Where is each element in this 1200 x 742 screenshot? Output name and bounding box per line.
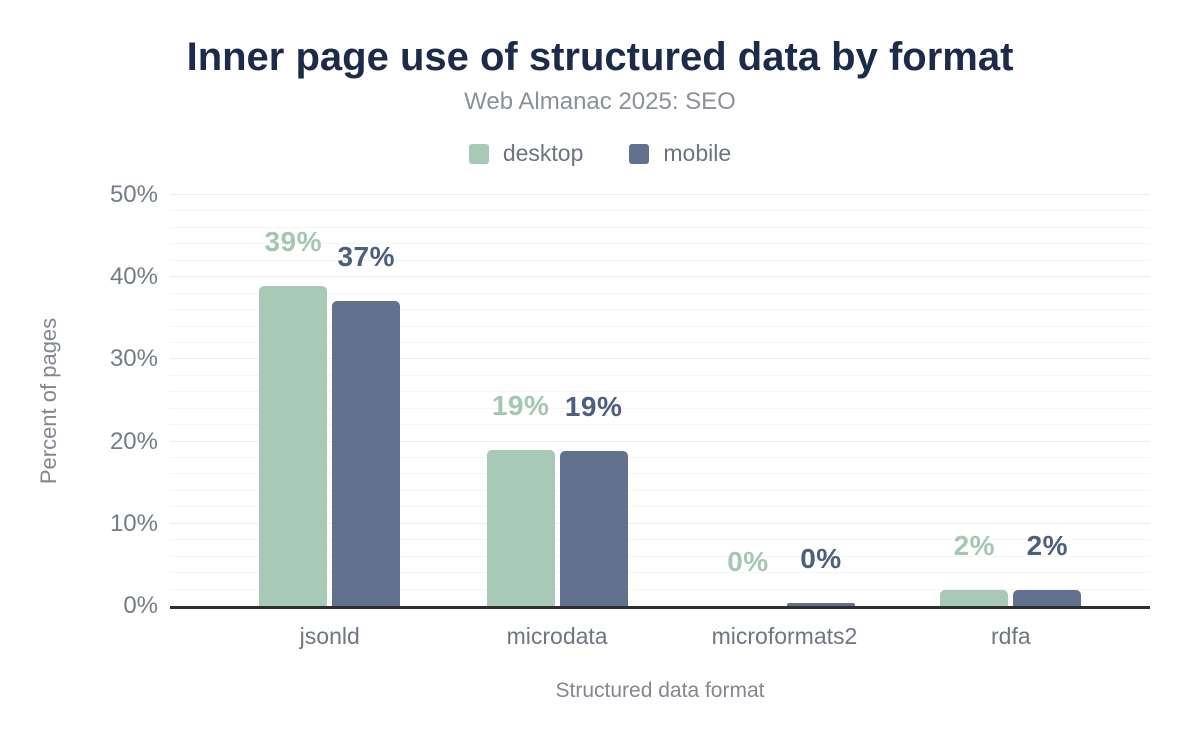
gridline-minor-18 bbox=[170, 457, 1150, 459]
value-label-mobile-microformats2: 0% bbox=[800, 543, 842, 575]
value-label-mobile-microdata: 19% bbox=[564, 391, 623, 423]
gridline-minor-38 bbox=[170, 292, 1150, 294]
gridline-minor-48 bbox=[170, 210, 1150, 212]
value-label-mobile-jsonld: 37% bbox=[337, 241, 395, 273]
legend-swatch-desktop bbox=[468, 143, 489, 164]
gridline-minor-4 bbox=[170, 572, 1150, 574]
value-label-desktop-microformats2: 0% bbox=[727, 546, 769, 577]
y-tick-label-10: 10% bbox=[109, 509, 158, 537]
y-axis-title: Percent of pages bbox=[36, 317, 61, 485]
chart-title: Inner page use of structured data by for… bbox=[186, 35, 1014, 79]
bar-mobile-jsonld[interactable] bbox=[332, 301, 401, 606]
legend-label: desktop bbox=[502, 140, 584, 166]
x-tick-label-jsonld: jsonld bbox=[299, 623, 360, 649]
gridline-minor-44 bbox=[170, 243, 1150, 245]
gridline-minor-46 bbox=[170, 226, 1150, 228]
gridline-minor-42 bbox=[170, 259, 1150, 261]
legend-swatch-mobile bbox=[629, 143, 650, 164]
x-tick-label-microformats2: microformats2 bbox=[711, 623, 858, 649]
gridline-minor-2 bbox=[170, 588, 1150, 590]
gridline-major-30 bbox=[170, 358, 1150, 360]
legend-label: mobile bbox=[663, 140, 732, 166]
y-tick-label-40: 40% bbox=[109, 263, 158, 291]
value-label-desktop-microdata: 19% bbox=[491, 389, 550, 421]
gridline-major-40 bbox=[170, 276, 1150, 278]
gridline-minor-26 bbox=[170, 391, 1150, 393]
gridline-minor-32 bbox=[170, 341, 1150, 343]
y-tick-label-20: 20% bbox=[109, 427, 158, 455]
legend-item-mobile[interactable]: mobile bbox=[629, 140, 731, 167]
gridline-minor-12 bbox=[170, 506, 1150, 508]
bar-desktop-jsonld[interactable] bbox=[259, 286, 328, 606]
gridline-minor-6 bbox=[170, 555, 1150, 557]
value-label-desktop-rdfa: 2% bbox=[953, 530, 996, 562]
y-tick-label-50: 50% bbox=[109, 181, 158, 208]
gridline-minor-14 bbox=[170, 489, 1150, 491]
plot-area: 39% 37% 19% 19% 0% 0% 2% 2% bbox=[170, 194, 1150, 609]
legend-item-desktop[interactable]: desktop bbox=[468, 140, 584, 167]
gridline-major-50 bbox=[170, 194, 1150, 195]
x-tick-label-microdata: microdata bbox=[506, 623, 608, 649]
value-label-desktop-jsonld: 39% bbox=[264, 226, 322, 258]
gridline-major-10 bbox=[170, 522, 1150, 524]
x-tick-label-rdfa: rdfa bbox=[991, 623, 1031, 649]
gridline-minor-8 bbox=[170, 539, 1150, 541]
bar-mobile-rdfa[interactable] bbox=[1013, 590, 1082, 606]
y-tick-label-0: 0% bbox=[123, 592, 158, 619]
legend: desktop mobile bbox=[0, 140, 1200, 167]
bar-desktop-rdfa[interactable] bbox=[940, 590, 1009, 606]
value-label-mobile-rdfa: 2% bbox=[1026, 530, 1069, 562]
bar-desktop-microdata[interactable] bbox=[486, 449, 555, 606]
gridline-minor-34 bbox=[170, 325, 1150, 327]
gridline-minor-24 bbox=[170, 407, 1150, 409]
gridline-minor-36 bbox=[170, 309, 1150, 311]
bar-mobile-microdata[interactable] bbox=[559, 451, 628, 606]
gridline-minor-22 bbox=[170, 424, 1150, 426]
gridline-minor-28 bbox=[170, 374, 1150, 376]
x-axis-title: Structured data format bbox=[555, 679, 765, 702]
chart-subtitle: Web Almanac 2025: SEO bbox=[464, 88, 736, 115]
gridline-major-20 bbox=[170, 440, 1150, 442]
bar-mobile-microformats2[interactable] bbox=[786, 603, 855, 606]
gridline-minor-16 bbox=[170, 473, 1150, 475]
y-tick-label-30: 30% bbox=[109, 345, 158, 373]
